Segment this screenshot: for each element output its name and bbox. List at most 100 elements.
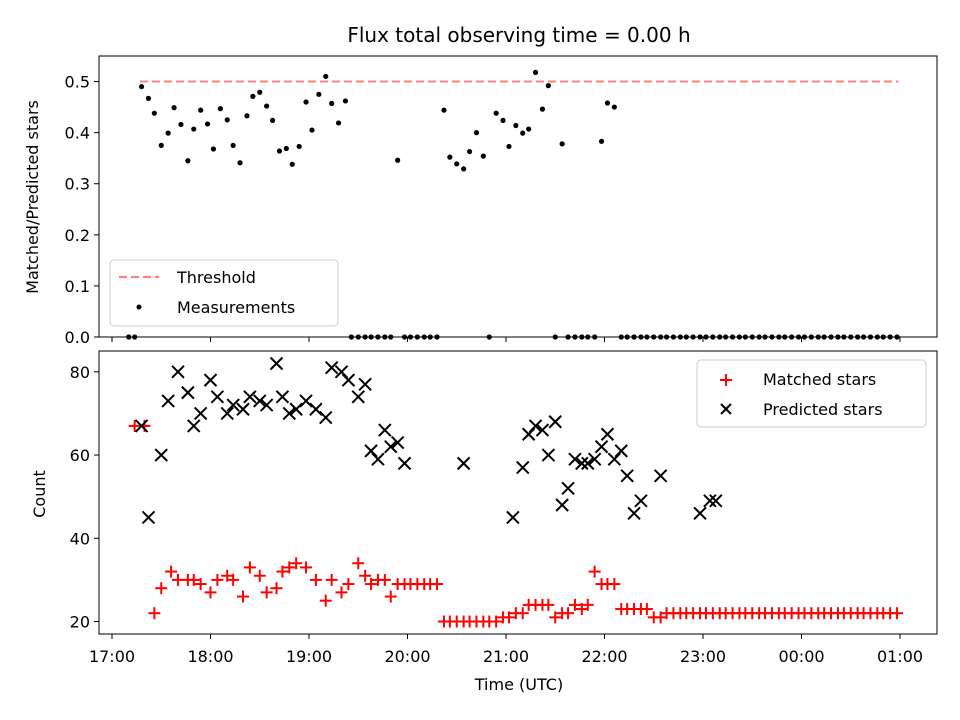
bottom-x-tick-label: 23:00 — [680, 647, 726, 666]
predicted-star-point — [282, 406, 297, 421]
predicted-star-point — [568, 452, 582, 466]
predicted-star-point — [334, 365, 349, 379]
predicted-star-point — [259, 398, 274, 412]
predicted-star-point — [275, 390, 290, 404]
predicted-star-point — [581, 456, 595, 471]
predicted-star-point — [364, 444, 378, 458]
measurement-point — [447, 154, 453, 160]
matched-star-point — [243, 561, 256, 574]
measurement-point — [710, 334, 716, 340]
matched-star-point — [581, 598, 594, 611]
measurement-point — [552, 334, 558, 340]
predicted-star-point — [319, 410, 333, 425]
measurement-point — [782, 334, 788, 340]
measurement-point — [427, 334, 433, 340]
predicted-star-point — [154, 448, 168, 462]
measurement-point — [697, 334, 703, 340]
predicted-star-point — [600, 427, 615, 441]
bottom-x-tick-label: 20:00 — [384, 647, 430, 666]
measurement-point — [382, 334, 388, 340]
matched-star-point — [502, 611, 515, 624]
measurement-point — [742, 334, 748, 340]
matched-star-point — [253, 569, 266, 582]
bottom-y-axis-label: Count — [30, 470, 49, 518]
predicted-star-point — [341, 373, 356, 387]
matched-star-point — [227, 573, 240, 586]
measurement-point — [513, 122, 519, 129]
measurement-point — [565, 334, 571, 340]
top-y-tick-label: 0.3 — [65, 175, 90, 194]
legend-threshold-label: Threshold — [176, 268, 256, 287]
measurement-point — [585, 334, 591, 340]
measurement-point — [348, 334, 354, 340]
bottom-x-tick-label: 18:00 — [187, 647, 233, 666]
measurement-point — [867, 334, 874, 340]
matched-star-point — [562, 607, 575, 620]
measurement-point — [835, 334, 841, 340]
bottom-y-tick-label: 80 — [70, 363, 90, 382]
measurement-point — [756, 334, 762, 340]
measurement-point — [841, 334, 847, 340]
measurement-point — [860, 334, 867, 340]
measurement-point — [466, 148, 473, 155]
predicted-star-point — [614, 444, 628, 458]
measurement-point — [789, 334, 795, 340]
measurement-point — [171, 105, 177, 111]
measurement-point — [342, 98, 349, 104]
matched-star-point — [300, 561, 313, 574]
matched-star-point — [588, 565, 601, 578]
matched-star-point — [342, 578, 355, 591]
measurement-point — [395, 157, 401, 163]
predicted-star-point — [161, 394, 175, 408]
matched-star-point — [365, 578, 378, 591]
measurement-point — [500, 117, 506, 123]
measurement-point — [414, 334, 420, 340]
measurement-point — [250, 93, 256, 99]
measurement-point — [434, 334, 440, 340]
measurement-point — [663, 334, 670, 340]
predicted-star-point — [627, 506, 641, 521]
matched-star-point — [155, 582, 168, 595]
predicted-star-point — [506, 510, 520, 525]
predicted-star-point — [693, 506, 707, 521]
predicted-star-point — [299, 394, 313, 408]
predicted-star-point — [620, 469, 634, 483]
bottom-x-tick-label: 22:00 — [581, 647, 627, 666]
predicted-star-point — [653, 469, 668, 483]
bottom-y-tick-label: 40 — [70, 529, 90, 548]
predicted-star-point — [397, 456, 412, 471]
matched-star-point — [211, 573, 224, 586]
measurement-point — [493, 110, 499, 116]
measurement-point — [210, 146, 217, 152]
chart-title: Flux total observing time = 0.00 h — [347, 23, 690, 47]
bottom-plot-frame — [98, 350, 938, 635]
bottom-x-tick-label: 21:00 — [483, 647, 529, 666]
measurement-point — [486, 334, 492, 340]
predicted-star-point — [390, 435, 405, 450]
measurement-point — [309, 127, 315, 133]
measurement-point — [204, 121, 211, 127]
measurement-point — [658, 334, 664, 340]
top-y-tick-label: 0.0 — [65, 328, 90, 347]
measurement-point — [454, 161, 460, 167]
measurement-point — [421, 334, 427, 340]
predicted-star-point — [203, 373, 218, 387]
measurement-point — [828, 334, 834, 340]
predicted-star-point — [594, 440, 609, 454]
measurement-point — [230, 142, 236, 149]
measurement-point — [145, 95, 152, 102]
measurement-point — [821, 334, 827, 340]
matched-star-point — [568, 598, 581, 611]
bottom-y-tick-label: 20 — [70, 613, 90, 632]
measurement-point — [526, 126, 532, 132]
matched-star-point — [319, 594, 332, 607]
predicted-star-point — [548, 415, 562, 429]
predicted-star-point — [555, 498, 569, 512]
predicted-star-point — [528, 419, 543, 433]
matched-star-point — [640, 603, 653, 616]
measurement-point — [762, 334, 768, 340]
measurement-point — [126, 334, 132, 340]
predicted-star-point — [236, 402, 250, 416]
measurement-point — [611, 104, 617, 110]
predicted-star-point — [378, 423, 392, 437]
